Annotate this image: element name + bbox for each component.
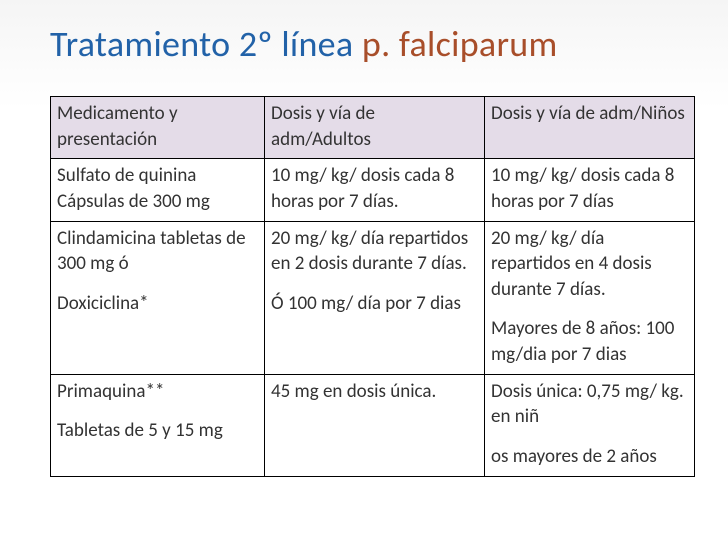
col-header-children: Dosis y vía de adm/Niños (485, 97, 695, 159)
cell-text: Tabletas de 5 y 15 mg (57, 418, 258, 444)
slide: Tratamiento 2º línea p. falciparum Medic… (0, 0, 728, 546)
col-header-medication: Medicamento y presentación (51, 97, 265, 159)
treatment-table: Medicamento y presentación Dosis y vía d… (50, 96, 695, 477)
table-row: Clindamicina tabletas de 300 mg ó Doxici… (51, 221, 695, 374)
cell-text: Mayores de 8 años: 100 mg/dia por 7 dias (491, 316, 688, 367)
cell-medication: Primaquina** Tabletas de 5 y 15 mg (51, 374, 265, 476)
cell-adults: 45 mg en dosis única. (265, 374, 485, 476)
table-header-row: Medicamento y presentación Dosis y vía d… (51, 97, 695, 159)
cell-children: 10 mg/ kg/ dosis cada 8 horas por 7 días (485, 159, 695, 221)
cell-children: Dosis única: 0,75 mg/ kg. en niñ os mayo… (485, 374, 695, 476)
cell-text: Primaquina** (57, 379, 258, 405)
table-row: Primaquina** Tabletas de 5 y 15 mg 45 mg… (51, 374, 695, 476)
cell-adults: 20 mg/ kg/ día repartidos en 2 dosis dur… (265, 221, 485, 374)
cell-medication: Sulfato de quinina Cápsulas de 300 mg (51, 159, 265, 221)
title-part-2: p. falciparum (362, 22, 558, 66)
slide-title: Tratamiento 2º línea p. falciparum (50, 22, 694, 66)
cell-adults: 10 mg/ kg/ dosis cada 8 horas por 7 días… (265, 159, 485, 221)
cell-text: Clindamicina tabletas de 300 mg ó (57, 226, 258, 277)
cell-text: Doxiciclina* (57, 291, 258, 317)
col-header-adults: Dosis y vía de adm/Adultos (265, 97, 485, 159)
cell-text: 20 mg/ kg/ día repartidos en 2 dosis dur… (271, 226, 478, 277)
title-part-1: Tratamiento 2º línea (50, 22, 362, 66)
cell-text: os mayores de 2 años (491, 444, 688, 470)
cell-text: Dosis única: 0,75 mg/ kg. en niñ (491, 379, 688, 430)
table-row: Sulfato de quinina Cápsulas de 300 mg 10… (51, 159, 695, 221)
cell-text: 20 mg/ kg/ día repartidos en 4 dosis dur… (491, 226, 688, 303)
cell-text: Ó 100 mg/ día por 7 dias (271, 291, 478, 317)
cell-medication: Clindamicina tabletas de 300 mg ó Doxici… (51, 221, 265, 374)
cell-children: 20 mg/ kg/ día repartidos en 4 dosis dur… (485, 221, 695, 374)
